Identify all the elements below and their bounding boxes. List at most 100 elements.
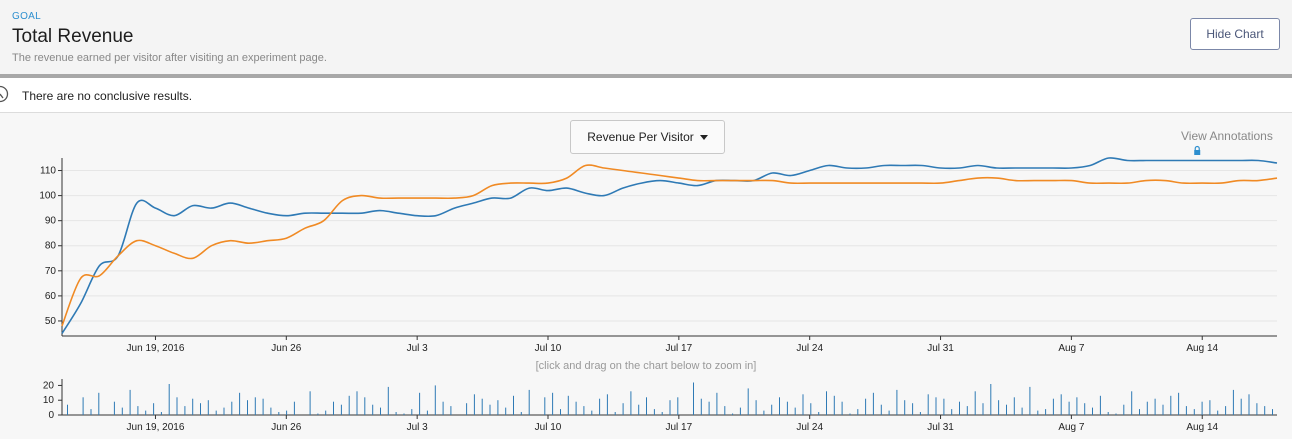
mini-bar bbox=[1115, 413, 1117, 415]
mini-bar bbox=[724, 406, 726, 415]
mini-bar bbox=[794, 407, 796, 415]
mini-bar bbox=[160, 412, 162, 415]
mini-bar bbox=[1076, 397, 1078, 415]
mini-bar bbox=[1193, 409, 1195, 415]
x-tick-label: Jul 24 bbox=[796, 343, 823, 354]
mini-bar bbox=[90, 409, 92, 415]
mini-bar bbox=[348, 395, 350, 415]
mini-bar bbox=[974, 391, 976, 415]
mini-bar bbox=[802, 394, 804, 415]
mini-bar bbox=[646, 397, 647, 415]
mini-bar bbox=[966, 406, 968, 415]
mini-bar bbox=[520, 412, 522, 415]
mini-bar bbox=[145, 410, 147, 415]
mini-bar bbox=[1139, 409, 1140, 415]
mini-bar bbox=[1021, 407, 1023, 415]
mini-bar bbox=[1240, 398, 1242, 415]
mini-bar bbox=[364, 397, 366, 415]
mini-bar bbox=[1146, 401, 1148, 415]
mini-bar bbox=[583, 406, 585, 415]
mini-bar bbox=[497, 400, 499, 415]
mini-bar bbox=[599, 398, 601, 415]
mini-bar bbox=[113, 401, 115, 415]
annotation-lock-icon[interactable] bbox=[1194, 145, 1201, 156]
mini-bar bbox=[677, 397, 679, 415]
chart-area[interactable]: Revenue Per Visitor View Annotations 50 6… bbox=[0, 113, 1292, 439]
mini-bar bbox=[1123, 404, 1125, 415]
mini-bar bbox=[121, 407, 123, 415]
mini-bar bbox=[67, 404, 68, 415]
mini-bar bbox=[755, 400, 757, 415]
mini-bar bbox=[575, 401, 577, 415]
mini-bar bbox=[982, 403, 984, 415]
mini-bar bbox=[1107, 412, 1109, 415]
y-tick-label: 90 bbox=[45, 216, 57, 227]
result-bar: There are no conclusive results. bbox=[0, 78, 1292, 113]
mini-bar bbox=[591, 410, 593, 415]
mini-bar bbox=[998, 400, 1000, 415]
zoom-hint: [click and drag on the chart below to zo… bbox=[535, 360, 757, 372]
mini-x-tick-label: Jun 26 bbox=[271, 422, 301, 433]
mini-bar bbox=[1060, 394, 1062, 415]
mini-bar bbox=[1092, 407, 1093, 415]
mini-bar bbox=[1154, 398, 1156, 415]
mini-bar bbox=[747, 388, 749, 415]
mini-bar bbox=[254, 397, 256, 415]
mini-bar bbox=[771, 404, 773, 415]
mini-bar bbox=[872, 392, 874, 415]
mini-bar bbox=[732, 413, 734, 415]
mini-bar bbox=[739, 407, 741, 415]
mini-bar bbox=[1013, 397, 1015, 415]
mini-bar bbox=[630, 391, 632, 415]
mini-x-tick-label: Jul 10 bbox=[535, 422, 562, 433]
mini-bar bbox=[387, 386, 389, 415]
mini-y-tick-label: 20 bbox=[43, 380, 55, 391]
mini-bar bbox=[215, 410, 217, 415]
y-tick-label: 60 bbox=[45, 291, 57, 302]
metric-dropdown-label: Revenue Per Visitor bbox=[587, 130, 694, 144]
series-line-1 bbox=[61, 157, 1278, 334]
mini-bar bbox=[481, 398, 483, 415]
mini-bar bbox=[1209, 400, 1211, 415]
mini-bar bbox=[888, 410, 890, 415]
mini-bar bbox=[98, 392, 100, 415]
mini-bar bbox=[779, 397, 780, 415]
mini-bar bbox=[708, 401, 710, 415]
hide-chart-button[interactable]: Hide Chart bbox=[1190, 18, 1280, 50]
mini-bar bbox=[951, 409, 953, 415]
goal-title: Total Revenue bbox=[12, 26, 134, 47]
mini-bar bbox=[231, 401, 233, 415]
mini-bar bbox=[262, 398, 264, 415]
mini-bar bbox=[1052, 398, 1054, 415]
chevron-down-icon bbox=[699, 134, 708, 140]
mini-bar bbox=[1248, 394, 1250, 415]
mini-bar bbox=[669, 400, 671, 415]
x-tick-label: Jun 19, 2016 bbox=[127, 343, 185, 354]
mini-bar bbox=[442, 401, 444, 415]
y-tick-label: 80 bbox=[45, 241, 57, 252]
x-tick-label: Aug 14 bbox=[1186, 343, 1218, 354]
mini-bar bbox=[223, 407, 225, 415]
goal-header: GOAL Total Revenue The revenue earned pe… bbox=[0, 0, 1292, 78]
mini-bar bbox=[904, 400, 906, 415]
mini-bar bbox=[325, 410, 327, 415]
view-annotations-link[interactable]: View Annotations bbox=[1181, 129, 1273, 143]
mini-bar bbox=[168, 384, 170, 415]
mini-x-tick-label: Jul 24 bbox=[796, 422, 823, 433]
mini-bar bbox=[912, 403, 914, 415]
mini-bar bbox=[505, 407, 507, 415]
mini-bar bbox=[1006, 404, 1007, 415]
mini-bar bbox=[489, 404, 491, 415]
mini-bar bbox=[372, 404, 374, 415]
mini-bar bbox=[1029, 386, 1031, 415]
mini-bar bbox=[176, 397, 178, 415]
mini-bar bbox=[129, 389, 131, 415]
mini-bar bbox=[1037, 410, 1039, 415]
mini-bar bbox=[661, 412, 663, 415]
mini-bar bbox=[411, 409, 413, 415]
mini-bar bbox=[309, 391, 311, 415]
metric-dropdown[interactable]: Revenue Per Visitor bbox=[570, 120, 725, 154]
y-tick-label: 50 bbox=[45, 316, 57, 327]
mini-x-tick-label: Aug 14 bbox=[1186, 422, 1218, 433]
